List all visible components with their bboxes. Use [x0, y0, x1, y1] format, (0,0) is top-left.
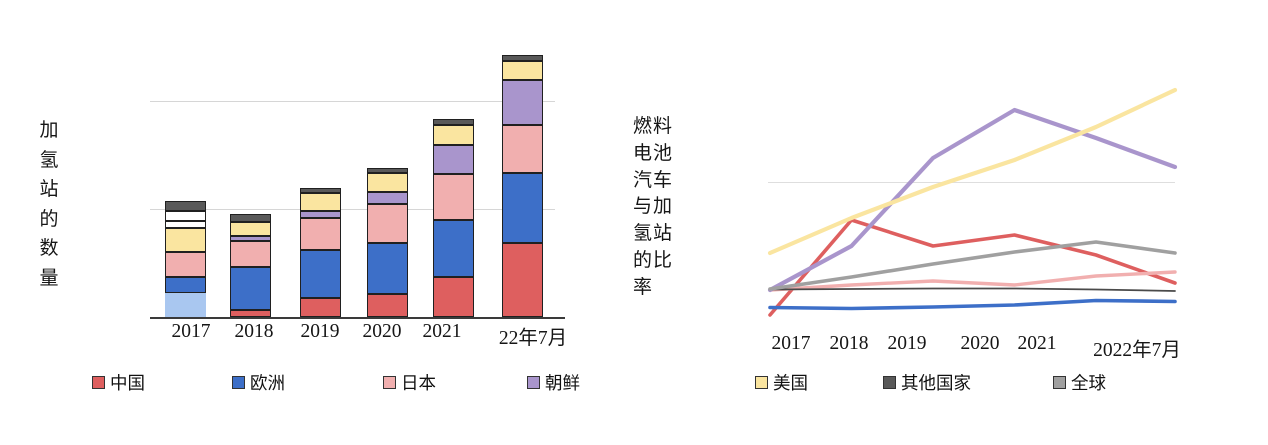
bar-22年7月-segment-朝鲜 — [502, 80, 543, 125]
legend-label-日本: 日本 — [401, 373, 436, 393]
left-chart-gridline — [150, 209, 555, 211]
bar-22年7月-segment-中国 — [502, 243, 543, 317]
legend-item-全球: 全球 — [1053, 370, 1106, 395]
right-x-label-2017: 2017 — [771, 333, 811, 354]
bar-2017-segment-美国 — [165, 228, 206, 252]
bar-2021-segment-其他国家 — [433, 119, 474, 125]
left-chart-x-axis-line — [150, 317, 565, 320]
bar-2017-segment-欧洲 — [165, 277, 206, 293]
left-chart-y-axis-title: 加 氢 站 的 数 量 — [39, 120, 59, 289]
bar-2019-segment-朝鲜 — [300, 211, 341, 218]
right-x-label-2018: 2018 — [829, 333, 869, 354]
legend-swatch-日本 — [383, 376, 396, 389]
right-chart-y-axis-title: 燃料 电池 汽车 与加 氢站 的比 率 — [633, 116, 674, 298]
legend-swatch-中国 — [92, 376, 105, 389]
legend-item-其他国家: 其他国家 — [883, 370, 971, 395]
bar-2018-segment-中国 — [230, 310, 271, 317]
bar-2018-segment-美国 — [230, 221, 271, 236]
right-x-label-2020: 2020 — [960, 333, 1000, 354]
bar-2020-segment-中国 — [367, 294, 408, 317]
legend-label-朝鲜: 朝鲜 — [545, 373, 580, 393]
legend-label-美国: 美国 — [773, 373, 808, 393]
legend-label-欧洲: 欧洲 — [250, 373, 285, 393]
legend-swatch-其他国家 — [883, 376, 896, 389]
line-series-朝鲜 — [767, 107, 1178, 293]
legend-swatch-朝鲜 — [527, 376, 540, 389]
bar-2019-segment-中国 — [300, 298, 341, 317]
line-series-美国 — [767, 87, 1178, 256]
bar-2019-segment-日本 — [300, 218, 341, 250]
bar-2021-segment-美国 — [433, 125, 474, 145]
right-chart-gridline — [768, 182, 1175, 184]
line-series-日本 — [768, 270, 1177, 292]
bar-2018-segment-欧洲 — [230, 267, 271, 310]
bar-2021-segment-朝鲜 — [433, 145, 474, 174]
bar-2017-segment-日本 — [165, 252, 206, 277]
bar-22年7月-segment-其他国家 — [502, 55, 543, 61]
left-chart-gridline — [150, 101, 555, 103]
bar-22年7月-segment-日本 — [502, 125, 543, 173]
bar-2017-segment-其他国家 — [165, 200, 206, 211]
left-x-label-2021: 2021 — [422, 321, 462, 342]
bar-2020-segment-其他国家 — [367, 167, 408, 173]
bar-2018-segment-其他国家 — [230, 213, 271, 222]
right-x-label-2019: 2019 — [887, 333, 927, 354]
left-x-label-22年7月: 22年7月 — [498, 328, 568, 349]
legend-label-其他国家: 其他国家 — [901, 373, 971, 393]
left-x-label-2020: 2020 — [362, 321, 402, 342]
legend-swatch-美国 — [755, 376, 768, 389]
bar-2018-segment-朝鲜 — [230, 236, 271, 241]
line-series-欧洲 — [768, 298, 1177, 311]
bar-2020-segment-朝鲜 — [367, 192, 408, 204]
bar-2018-segment-日本 — [230, 241, 271, 267]
legend-swatch-全球 — [1053, 376, 1066, 389]
bar-2017-segment-europe-highlight — [165, 293, 206, 317]
bar-2017-segment-white-lower — [165, 221, 206, 228]
legend-item-欧洲: 欧洲 — [232, 370, 285, 395]
legend-swatch-欧洲 — [232, 376, 245, 389]
left-x-label-2018: 2018 — [234, 321, 274, 342]
legend-item-朝鲜: 朝鲜 — [527, 370, 580, 395]
legend-label-中国: 中国 — [110, 373, 145, 393]
left-x-label-2017: 2017 — [171, 321, 211, 342]
left-x-label-2019: 2019 — [300, 321, 340, 342]
line-series-其他国家 — [769, 287, 1176, 292]
right-x-label-2022年7月: 2022年7月 — [1093, 340, 1181, 361]
legend-item-美国: 美国 — [755, 370, 808, 395]
bar-2021-segment-日本 — [433, 174, 474, 220]
bar-2021-segment-中国 — [433, 277, 474, 317]
bar-2019-segment-欧洲 — [300, 250, 341, 298]
right-x-label-2021: 2021 — [1017, 333, 1057, 354]
legend-label-全球: 全球 — [1071, 373, 1106, 393]
line-series-全球 — [768, 240, 1177, 291]
bar-2020-segment-日本 — [367, 204, 408, 243]
bar-22年7月-segment-美国 — [502, 61, 543, 80]
legend-item-日本: 日本 — [383, 370, 436, 395]
bar-2019-segment-美国 — [300, 193, 341, 211]
bar-2020-segment-欧洲 — [367, 243, 408, 294]
line-series-中国 — [768, 218, 1177, 317]
bar-2021-segment-欧洲 — [433, 220, 474, 277]
bar-2019-segment-其他国家 — [300, 188, 341, 193]
legend-item-中国: 中国 — [92, 370, 145, 395]
bar-2017-segment-white-upper — [165, 210, 206, 221]
bar-2020-segment-美国 — [367, 173, 408, 192]
bar-22年7月-segment-欧洲 — [502, 173, 543, 243]
